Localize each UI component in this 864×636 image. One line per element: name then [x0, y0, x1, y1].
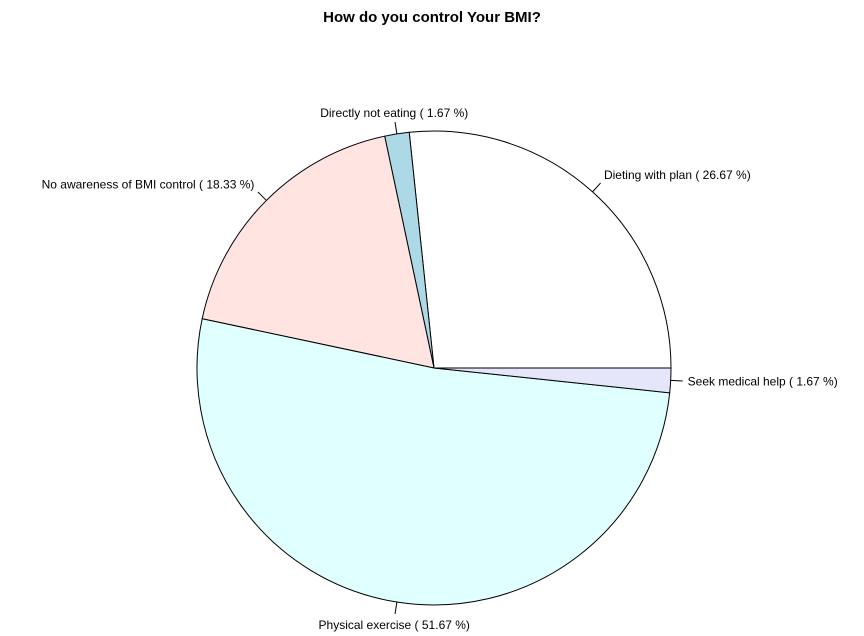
slice-leader-line [670, 379, 683, 382]
slice-label: Seek medical help ( 1.67 %) [688, 374, 838, 388]
slice-label: Physical exercise ( 51.67 %) [319, 618, 470, 632]
slice-label: No awareness of BMI control ( 18.33 %) [42, 177, 255, 191]
pie-slices [196, 130, 672, 606]
slice-leader-line [394, 602, 398, 615]
chart-title: How do you control Your BMI? [323, 9, 541, 26]
slice-leader-line [257, 191, 267, 201]
slice-leader-line [592, 182, 601, 193]
pie-labels: Dieting with plan ( 26.67 %) Directly not… [42, 106, 838, 632]
slice-leader-line [394, 121, 398, 134]
slice-label: Dieting with plan ( 26.67 %) [604, 168, 751, 182]
pie-slice [196, 318, 671, 606]
pie-slice [408, 130, 672, 369]
slice-label: Directly not eating ( 1.67 %) [320, 106, 468, 120]
